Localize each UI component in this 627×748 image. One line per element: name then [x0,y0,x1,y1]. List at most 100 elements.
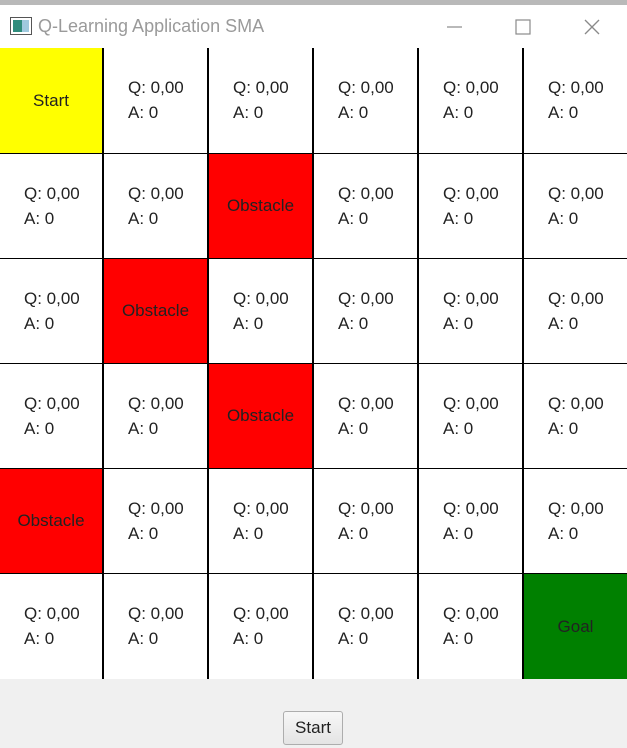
q-value: Q: 0,00 [548,499,604,518]
grid-cell-goal: Goal [524,574,627,679]
close-icon [584,19,600,35]
q-learning-grid: Start Q: 0,00 A: 0 Q: 0,00 A: 0 Q: 0,00 A: 0 Q:… [0,48,627,679]
maximize-button[interactable] [488,5,558,48]
action-value: A: 0 [338,103,369,122]
grid-cell-empty: Q: 0,00 A: 0 [524,154,627,258]
grid-cell-empty: Q: 0,00 A: 0 [104,48,207,153]
close-button[interactable] [557,5,627,48]
grid-cell-empty: Q: 0,00 A: 0 [0,259,102,363]
q-value: Q: 0,00 [128,78,184,97]
grid-cell-start: Start [0,48,102,153]
q-value: Q: 0,00 [233,604,289,623]
action-value: A: 0 [443,314,474,333]
q-value: Q: 0,00 [24,604,80,623]
title-bar[interactable]: Q-Learning Application SMA [0,5,627,49]
action-value: A: 0 [548,524,579,543]
action-value: A: 0 [443,419,474,438]
window-title: Q-Learning Application SMA [38,16,265,36]
action-value: A: 0 [24,209,55,228]
action-value: A: 0 [128,524,159,543]
grid-cell-empty: Q: 0,00 A: 0 [209,259,312,363]
grid-cell-empty: Q: 0,00 A: 0 [524,48,627,153]
q-value: Q: 0,00 [548,184,604,203]
grid-cell-empty: Q: 0,00 A: 0 [314,154,417,258]
action-value: A: 0 [338,524,369,543]
grid-cell-empty: Q: 0,00 A: 0 [524,364,627,468]
action-value: A: 0 [128,209,159,228]
action-value: A: 0 [233,524,264,543]
grid-cell-empty: Q: 0,00 A: 0 [104,469,207,573]
minimize-button[interactable] [420,5,490,48]
grid-cell-empty: Q: 0,00 A: 0 [104,364,207,468]
action-value: A: 0 [548,209,579,228]
q-value: Q: 0,00 [443,78,499,97]
q-value: Q: 0,00 [443,289,499,308]
q-value: Q: 0,00 [338,394,394,413]
action-value: A: 0 [548,419,579,438]
goal-label: Goal [557,616,594,636]
grid-cell-obstacle: Obstacle [0,469,102,573]
q-value: Q: 0,00 [338,78,394,97]
app-window-icon [10,17,32,35]
grid-cell-empty: Q: 0,00 A: 0 [0,154,102,258]
start-label: Start [33,90,69,110]
q-value: Q: 0,00 [443,394,499,413]
q-value: Q: 0,00 [233,289,289,308]
action-value: A: 0 [233,629,264,648]
action-value: A: 0 [233,103,264,122]
grid-cell-empty: Q: 0,00 A: 0 [104,154,207,258]
window-top-border [0,0,627,5]
action-value: A: 0 [338,314,369,333]
obstacle-label: Obstacle [226,406,295,425]
action-value: A: 0 [233,314,264,333]
action-value: A: 0 [443,629,474,648]
grid-cell-empty: Q: 0,00 A: 0 [0,574,102,679]
q-value: Q: 0,00 [338,184,394,203]
grid-cell-empty: Q: 0,00 A: 0 [419,48,522,153]
action-value: A: 0 [548,314,579,333]
q-value: Q: 0,00 [233,499,289,518]
q-value: Q: 0,00 [24,394,80,413]
q-value: Q: 0,00 [338,604,394,623]
grid-cell-empty: Q: 0,00 A: 0 [419,154,522,258]
grid-cell-empty: Q: 0,00 A: 0 [419,364,522,468]
action-value: A: 0 [128,419,159,438]
action-value: A: 0 [548,103,579,122]
grid-cell-obstacle: Obstacle [209,154,312,258]
q-value: Q: 0,00 [443,604,499,623]
grid-cell-empty: Q: 0,00 A: 0 [314,574,417,679]
grid-cell-empty: Q: 0,00 A: 0 [419,574,522,679]
grid-cell-empty: Q: 0,00 A: 0 [209,48,312,153]
q-value: Q: 0,00 [338,499,394,518]
grid-cell-obstacle: Obstacle [104,259,207,363]
q-value: Q: 0,00 [233,78,289,97]
q-value: Q: 0,00 [338,289,394,308]
grid-cell-empty: Q: 0,00 A: 0 [524,469,627,573]
q-value: Q: 0,00 [548,394,604,413]
start-button[interactable]: Start [283,711,343,745]
grid-cell-empty: Q: 0,00 A: 0 [314,259,417,363]
action-value: A: 0 [24,629,55,648]
q-value: Q: 0,00 [128,604,184,623]
action-value: A: 0 [128,103,159,122]
grid-cell-empty: Q: 0,00 A: 0 [104,574,207,679]
grid-cell-empty: Q: 0,00 A: 0 [0,364,102,468]
grid-cell-empty: Q: 0,00 A: 0 [314,364,417,468]
grid-cell-empty: Q: 0,00 A: 0 [314,469,417,573]
q-value: Q: 0,00 [128,394,184,413]
obstacle-label: Obstacle [17,511,85,530]
action-value: A: 0 [443,103,474,122]
grid-cell-obstacle: Obstacle [209,364,312,468]
q-value: Q: 0,00 [128,499,184,518]
action-value: A: 0 [443,524,474,543]
obstacle-label: Obstacle [121,301,190,320]
action-value: A: 0 [443,209,474,228]
q-value: Q: 0,00 [548,78,604,97]
action-value: A: 0 [128,629,159,648]
q-value: Q: 0,00 [24,289,80,308]
action-value: A: 0 [24,314,55,333]
q-value: Q: 0,00 [443,184,499,203]
maximize-icon [515,19,531,35]
q-value: Q: 0,00 [548,289,604,308]
grid-cell-empty: Q: 0,00 A: 0 [209,469,312,573]
